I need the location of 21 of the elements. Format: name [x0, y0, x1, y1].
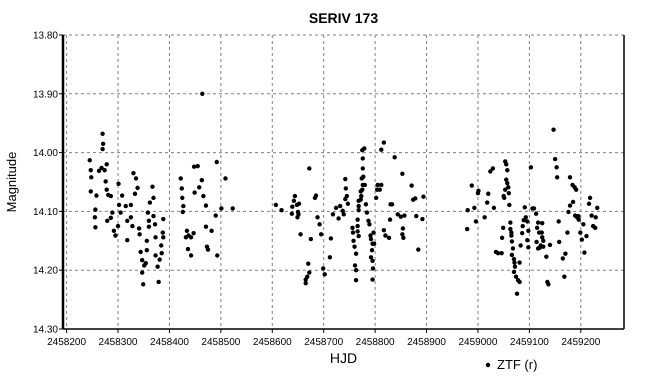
chart-title: SERIV 173: [308, 10, 378, 26]
x-tick-label: 2459000: [458, 337, 498, 348]
x-tick-label: 2458900: [407, 337, 446, 348]
x-tick-label: 2459100: [510, 337, 550, 348]
y-tick-label: 14.30: [32, 324, 58, 336]
x-tick-label: 2459200: [561, 337, 601, 348]
x-tick-label: 2458400: [150, 337, 190, 348]
legend-label: ZTF (r): [497, 357, 538, 372]
x-tick-label: 2458800: [356, 337, 396, 348]
x-tick-label: 2458300: [98, 337, 138, 348]
y-tick-label: 13.80: [32, 30, 58, 42]
x-tick-label: 2458500: [201, 337, 241, 348]
x-tick-label: 2458600: [252, 337, 292, 348]
x-tick-label: 2458200: [47, 337, 86, 348]
x-tick-label: 2458700: [304, 337, 344, 348]
x-axis-title: HJD: [330, 350, 358, 366]
y-tick-label: 14.00: [32, 148, 58, 160]
y-tick-label: 14.20: [32, 266, 58, 277]
y-tick-label: 14.10: [32, 206, 58, 218]
y-tick-label: 13.90: [32, 89, 58, 100]
y-axis-title: Magnitude: [4, 152, 19, 212]
